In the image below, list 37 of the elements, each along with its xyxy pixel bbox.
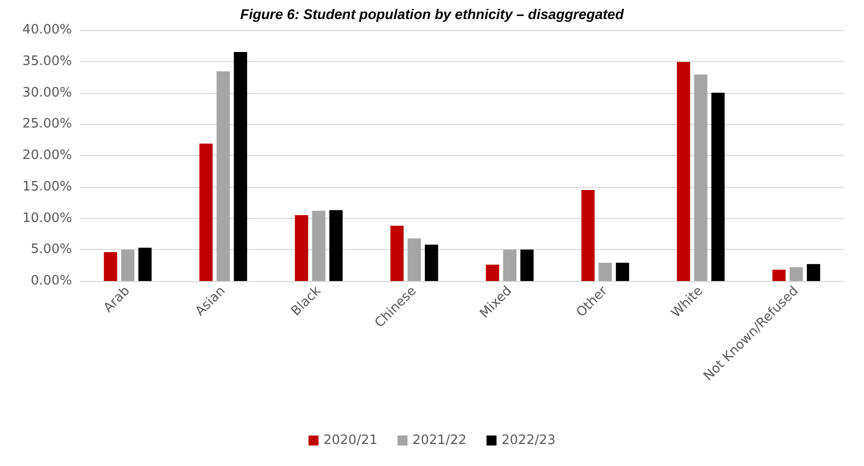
bar <box>598 262 612 281</box>
y-tick-label: 10.00% <box>22 210 72 226</box>
y-tick-label: 0.00% <box>30 274 72 288</box>
bar <box>486 264 500 281</box>
y-tick-label: 20.00% <box>22 148 72 163</box>
chart-title: Figure 6: Student population by ethnicity – disaggregated <box>240 6 624 22</box>
bar <box>676 62 690 281</box>
bar <box>294 215 308 281</box>
bar <box>772 270 786 281</box>
bar <box>694 74 708 281</box>
bar <box>234 52 248 281</box>
bar <box>138 248 152 281</box>
y-tick-label: 25.00% <box>22 116 72 132</box>
y-tick-label: 15.00% <box>22 179 72 194</box>
y-tick-label: 40.00% <box>22 22 72 38</box>
bar <box>408 238 421 281</box>
bar <box>806 264 820 281</box>
y-tick-label: 30.00% <box>22 85 72 100</box>
legend-label: 2022/23 <box>502 433 556 448</box>
bar <box>390 226 404 281</box>
legend-label: 2020/21 <box>323 433 378 448</box>
bar <box>199 144 213 281</box>
bar <box>424 244 438 281</box>
bar <box>104 252 118 281</box>
y-tick-label: 5.00% <box>30 242 72 258</box>
bar <box>616 262 630 281</box>
bar <box>790 267 803 281</box>
bar <box>121 250 134 281</box>
legend-label: 2021/22 <box>412 433 467 448</box>
bar <box>711 92 725 281</box>
bar <box>520 250 534 281</box>
bar <box>503 250 516 281</box>
bar <box>312 210 326 281</box>
bar <box>581 190 595 281</box>
bar <box>216 71 230 281</box>
bar <box>329 210 343 281</box>
y-tick-label: 35.00% <box>22 54 72 69</box>
